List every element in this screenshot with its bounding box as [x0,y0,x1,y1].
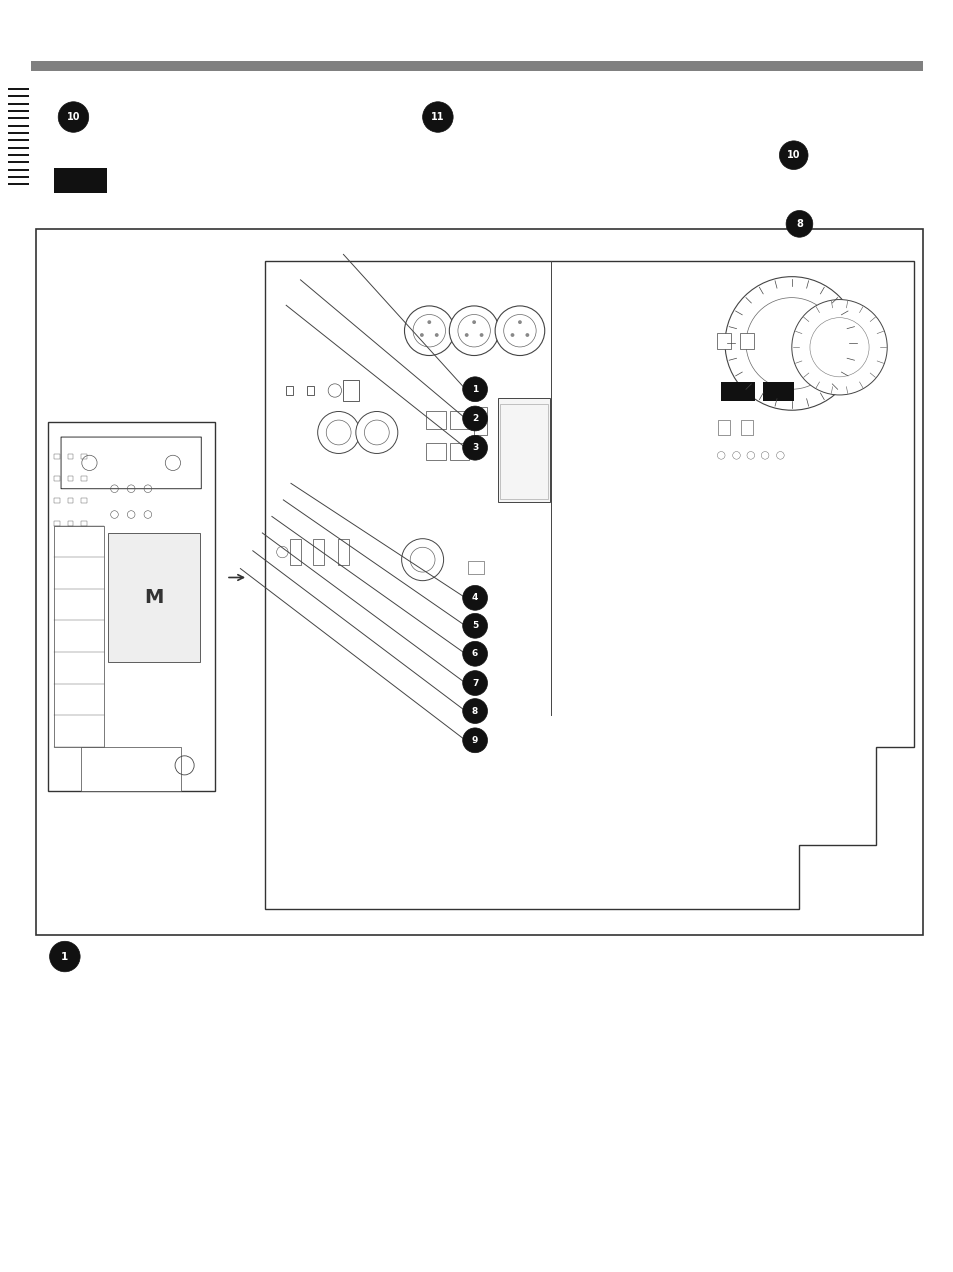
Bar [68,520,73,525]
Bar [81,454,87,459]
Circle shape [317,411,359,453]
Circle shape [401,539,443,580]
FancyBboxPatch shape [48,422,214,791]
Circle shape [785,210,812,237]
Circle shape [462,641,487,667]
Circle shape [779,141,807,169]
Bar [54,499,60,504]
Text: 3: 3 [472,443,477,453]
Bar [30,61,923,71]
Circle shape [462,406,487,431]
Text: 6: 6 [472,649,477,659]
Bar [426,443,445,460]
Circle shape [413,314,445,347]
Circle shape [50,941,80,972]
Bar [81,520,87,525]
Circle shape [58,102,89,132]
FancyBboxPatch shape [61,438,201,488]
Circle shape [462,728,487,753]
Text: 7: 7 [472,678,477,688]
Bar [720,382,754,401]
Circle shape [449,307,498,355]
Circle shape [791,299,886,394]
Text: 10: 10 [786,150,800,160]
Circle shape [517,321,521,324]
Circle shape [510,333,514,337]
Circle shape [410,547,435,572]
Bar [468,561,483,574]
Text: 11: 11 [431,112,444,122]
Bar [450,443,469,460]
Bar [68,499,73,504]
Circle shape [462,585,487,611]
Bar [290,539,301,565]
Circle shape [462,613,487,639]
Circle shape [462,377,487,402]
Bar [450,411,469,429]
Circle shape [472,321,476,324]
Circle shape [326,420,351,445]
Bar [718,420,729,435]
Bar [762,382,793,401]
Bar [54,454,60,459]
Circle shape [435,333,438,337]
Text: M: M [144,588,163,607]
Bar [108,533,199,661]
Bar [497,398,550,502]
Text: 2: 2 [472,413,477,424]
Text: 10: 10 [67,112,80,122]
Bar [337,539,349,565]
Bar [54,168,107,193]
Text: 1: 1 [61,951,69,962]
Bar [426,411,445,429]
Bar [81,747,181,791]
Circle shape [457,314,490,347]
Text: 1: 1 [472,384,477,394]
Circle shape [404,307,454,355]
Circle shape [745,298,837,389]
Bar [68,476,73,481]
Circle shape [462,435,487,460]
Bar [499,404,547,499]
Polygon shape [265,261,913,909]
Circle shape [724,277,858,411]
Circle shape [427,321,431,324]
Bar [81,499,87,504]
Bar [285,385,293,396]
Circle shape [809,318,868,377]
Text: 5: 5 [472,621,477,631]
Circle shape [422,102,453,132]
Bar [313,539,324,565]
Text: 4: 4 [472,593,477,603]
Circle shape [503,314,536,347]
Text: 8: 8 [472,706,477,716]
Circle shape [419,333,423,337]
Text: 9: 9 [472,735,477,745]
Circle shape [462,670,487,696]
Circle shape [495,307,544,355]
Bar [740,420,752,435]
Circle shape [364,420,389,445]
Circle shape [462,698,487,724]
Bar [68,454,73,459]
Circle shape [355,411,397,453]
Circle shape [525,333,529,337]
Bar [36,229,923,935]
Circle shape [479,333,483,337]
Bar [306,385,314,396]
Bar [54,520,60,525]
Text: 8: 8 [795,219,802,229]
FancyBboxPatch shape [343,380,358,401]
Bar [474,407,487,435]
Bar [81,476,87,481]
Bar [54,525,105,747]
Bar [740,333,753,349]
Circle shape [464,333,468,337]
Bar [717,333,730,349]
Bar [54,476,60,481]
